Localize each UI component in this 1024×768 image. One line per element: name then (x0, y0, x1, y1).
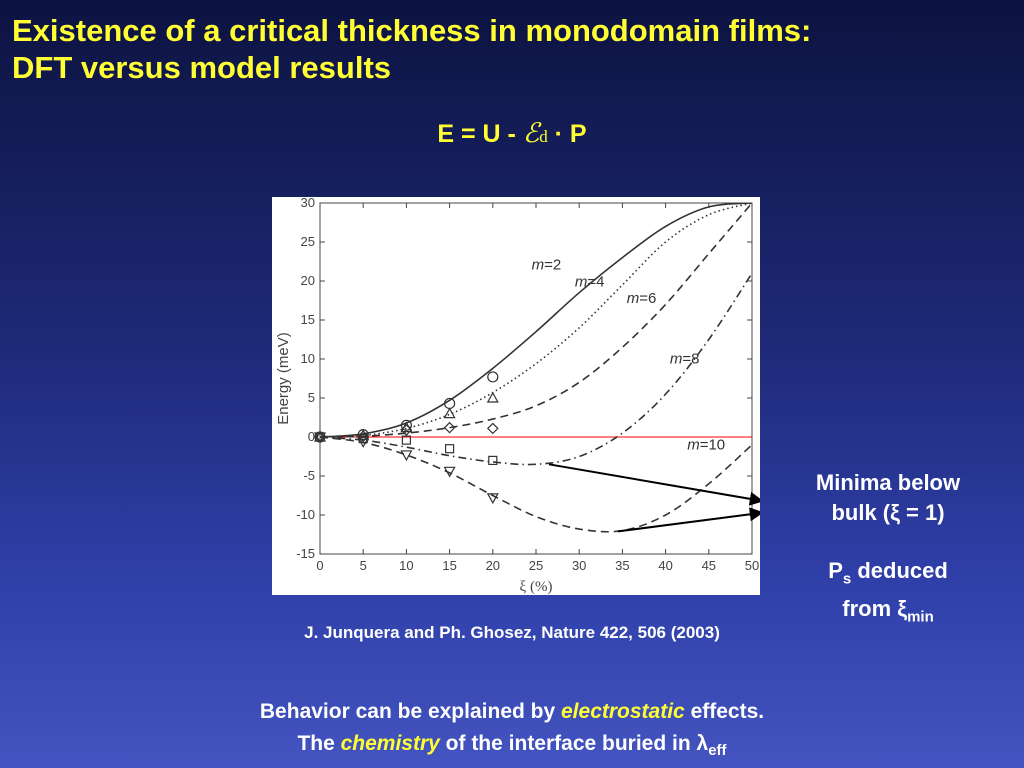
formula-field-symbol: ℰ (522, 118, 540, 148)
x-tick-label: 35 (615, 558, 629, 573)
curve-m-2 (320, 203, 752, 438)
y-tick-label: 25 (301, 234, 315, 249)
marker-m-6 (443, 421, 456, 434)
marker-m-8 (488, 455, 498, 465)
marker-m-10 (313, 432, 327, 444)
curve-label-value: =2 (544, 256, 561, 273)
marker-m-2 (400, 419, 412, 431)
citation: J. Junquera and Ph. Ghosez, Nature 422, … (304, 623, 720, 642)
bottom2-subscript: eff (708, 742, 727, 760)
y-tick-label: -15 (296, 546, 315, 561)
y-tick-label: 15 (301, 312, 315, 327)
y-axis-label: Energy (meV) (275, 332, 292, 425)
x-tick-label: 25 (529, 558, 543, 573)
ps-rest: deduced (851, 558, 948, 583)
x-tick-label: 5 (360, 558, 367, 573)
curve-label-value: =8 (682, 351, 699, 368)
marker-m-2 (487, 371, 499, 383)
curve-m-6 (320, 203, 752, 438)
marker-m-10 (357, 437, 370, 448)
title-line-2: DFT versus model results (12, 50, 392, 85)
marker-m-4 (443, 407, 456, 419)
curve-label-m: m (532, 256, 545, 273)
curve-label-m: m (627, 290, 640, 307)
curve-label-value: =6 (639, 290, 656, 307)
curve-label-m-4: m=4 (575, 273, 605, 290)
from-xi: from ξ (842, 596, 908, 622)
bottom2-post: of the interface buried in λ (439, 732, 709, 755)
ps-line-2: from ξmin (776, 594, 1000, 632)
x-tick-label: 45 (702, 558, 716, 573)
y-tick-label: 0 (308, 429, 315, 444)
marker-m-4 (486, 391, 499, 403)
title-line-1: Existence of a critical thickness in mon… (12, 13, 812, 48)
marker-m-6 (486, 422, 499, 435)
min-subscript: min (907, 608, 934, 626)
curve-label-m: m (575, 273, 588, 290)
curve-m-10 (320, 436, 752, 533)
bottom1-pre: Behavior can be explained by (259, 700, 561, 723)
minima-annotation: Minima below bulk (ξ = 1) (776, 468, 1000, 528)
formula-field-subscript: d (539, 127, 548, 146)
x-tick-label: 30 (572, 558, 586, 573)
energy-formula: E = U - ℰd · P (0, 118, 1024, 149)
slide-title: Existence of a critical thickness in mon… (12, 12, 811, 86)
curve-label-m: m (670, 351, 683, 368)
ps-line-1: Ps deduced (776, 556, 1000, 594)
minima-line-2: bulk (ξ = 1) (831, 500, 945, 525)
x-axis-label: ξ (%) (520, 579, 553, 595)
ps-annotation: Ps deduced from ξmin (776, 556, 1000, 633)
x-tick-label: 50 (745, 558, 759, 573)
bottom1-post: effects. (684, 700, 765, 723)
formula-left: E = U - (437, 120, 523, 148)
formula-right: · P (547, 120, 587, 148)
ps-subscript: s (842, 570, 852, 588)
curve-label-value: =4 (587, 273, 604, 290)
marker-m-10 (400, 450, 413, 462)
minima-line-1: Minima below (815, 470, 961, 495)
energy-chart-svg: 0 5 10 15 20 25 30 35 40 45 50 -15 -10 -5 0 5 10 15 20 25 30… (275, 197, 760, 595)
minima-arrow (617, 507, 760, 533)
y-tick-label: -5 (303, 468, 315, 483)
y-tick-label: 10 (301, 351, 315, 366)
marker-m-6 (400, 424, 413, 436)
curve-label-m-8: m=8 (670, 351, 700, 368)
curve-label-value: =10 (700, 436, 725, 453)
curve-m-8 (320, 272, 752, 466)
x-tick-label: 10 (399, 558, 413, 573)
marker-m-10 (486, 493, 499, 505)
ps-symbol: P (828, 558, 843, 583)
bottom1-emphasis: electrostatic (561, 700, 685, 723)
curve-label-m-2: m=2 (532, 256, 562, 273)
curve-label-m-6: m=6 (627, 290, 657, 307)
curve-m-4 (320, 203, 752, 438)
x-tick-label: 15 (442, 558, 456, 573)
x-tick-label: 0 (316, 558, 323, 573)
curve-label-m: m (687, 436, 700, 453)
x-tick-label: 40 (658, 558, 672, 573)
marker-m-8 (445, 444, 455, 454)
y-tick-label: 20 (301, 273, 315, 288)
y-tick-label: 5 (308, 390, 315, 405)
y-tick-label: -10 (296, 507, 315, 522)
energy-chart: 0 5 10 15 20 25 30 35 40 45 50 -15 -10 -5 0 5 10 15 20 25 30… (272, 197, 760, 595)
y-tick-label: 30 (301, 197, 315, 210)
x-tick-label: 20 (486, 558, 500, 573)
curve-label-m-10: m=10 (687, 436, 725, 453)
bottom-line-1: Behavior can be explained by electrostat… (100, 700, 924, 724)
bottom-line-2: The chemistry of the interface buried in… (100, 732, 924, 759)
bottom2-pre: The (297, 732, 341, 755)
bottom2-emphasis: chemistry (340, 732, 440, 755)
marker-m-10 (443, 466, 456, 478)
marker-m-8 (401, 435, 411, 445)
minima-arrow (548, 463, 760, 506)
